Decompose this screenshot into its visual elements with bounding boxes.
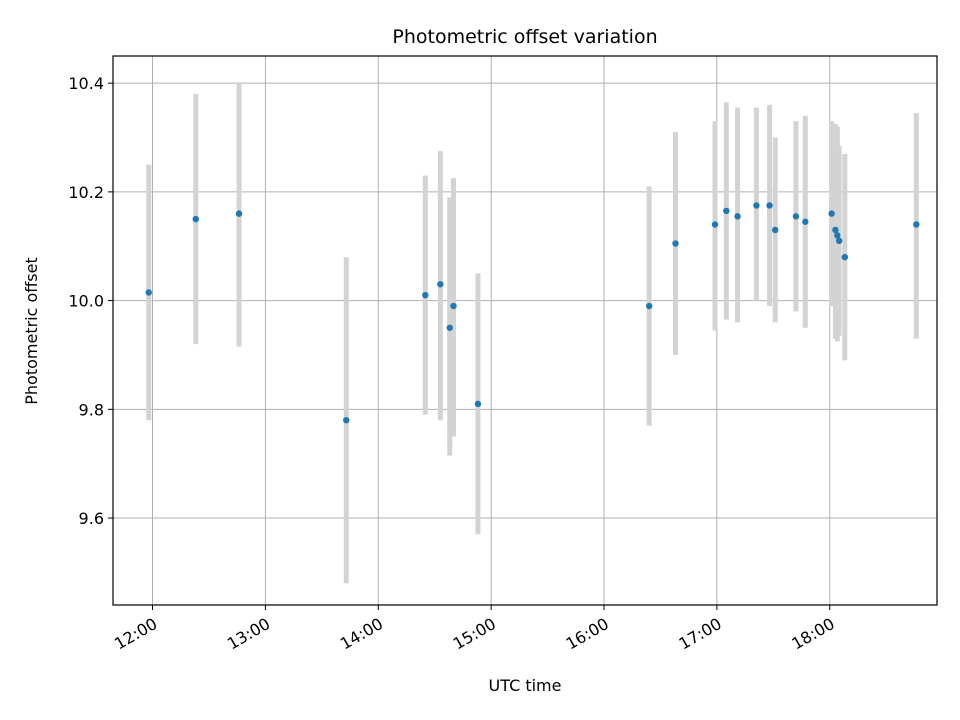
y-axis-label: Photometric offset — [22, 257, 41, 405]
y-axis-ticks: 9.6 9.8 10.0 10.2 10.4 — [68, 74, 113, 528]
data-point — [734, 213, 741, 220]
data-point — [645, 302, 653, 310]
chart-title: Photometric offset variation — [392, 26, 657, 48]
data-point — [835, 237, 843, 245]
plot-frame — [112, 55, 938, 606]
data-point — [235, 210, 243, 217]
x-axis-label: UTC time — [489, 676, 562, 695]
data-point — [913, 221, 920, 228]
data-point — [711, 221, 719, 228]
y-tick-label: 10.0 — [68, 292, 104, 311]
data-point — [828, 210, 835, 217]
data-points — [145, 202, 920, 424]
y-tick-label: 10.2 — [68, 183, 104, 202]
data-point — [834, 232, 841, 239]
data-point — [802, 218, 809, 225]
data-point — [723, 207, 730, 215]
data-point — [446, 324, 453, 331]
data-point — [672, 240, 679, 247]
data-point — [772, 226, 779, 234]
data-point — [753, 202, 760, 209]
data-point — [792, 213, 800, 220]
y-tick-label: 9.8 — [79, 400, 104, 419]
y-tick-label: 9.6 — [79, 509, 104, 528]
data-point — [841, 253, 849, 261]
data-point — [422, 291, 429, 299]
data-point — [832, 226, 839, 234]
data-point — [343, 416, 350, 424]
data-point — [437, 281, 444, 288]
data-point — [474, 400, 482, 408]
data-point — [766, 202, 773, 209]
data-point — [145, 289, 152, 296]
data-point — [192, 215, 199, 223]
y-tick-label: 10.4 — [68, 74, 104, 93]
grid — [113, 56, 937, 605]
data-point — [450, 302, 457, 310]
